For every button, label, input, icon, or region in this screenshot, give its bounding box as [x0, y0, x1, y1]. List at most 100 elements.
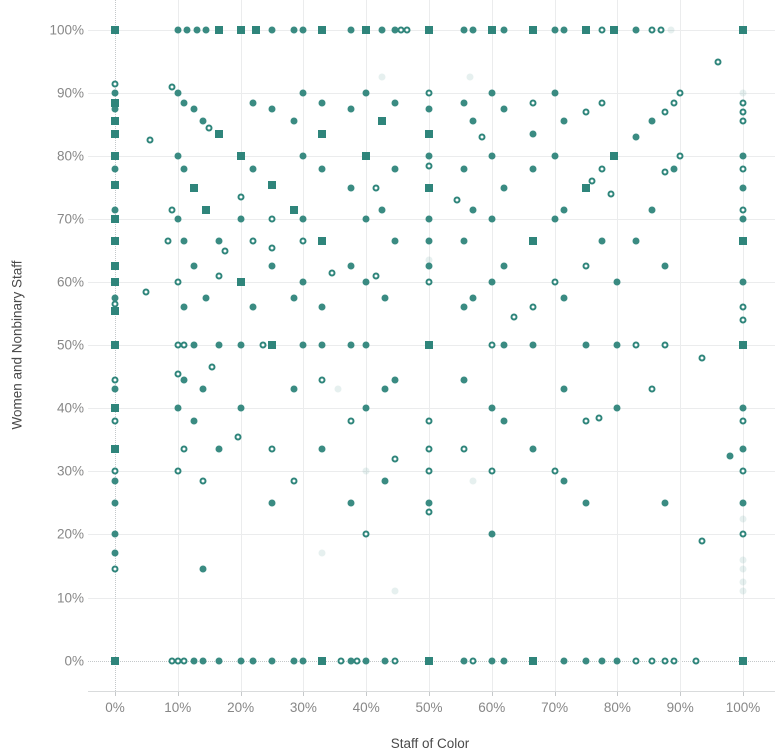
data-point[interactable] [425, 162, 433, 170]
data-point[interactable] [425, 237, 433, 245]
data-point[interactable] [202, 26, 210, 34]
data-point[interactable] [551, 278, 559, 286]
data-point[interactable] [661, 499, 668, 507]
data-point[interactable] [174, 89, 182, 97]
data-point[interactable] [551, 26, 559, 34]
data-point[interactable] [560, 26, 568, 34]
data-point[interactable] [111, 117, 119, 126]
data-point[interactable] [661, 168, 668, 176]
data-point[interactable] [190, 417, 197, 425]
data-point[interactable] [560, 117, 568, 125]
data-point[interactable] [237, 657, 245, 664]
data-point[interactable] [215, 657, 223, 664]
data-point[interactable] [739, 165, 747, 173]
data-point[interactable] [328, 269, 336, 277]
data-point[interactable] [111, 417, 119, 425]
data-point[interactable] [551, 152, 559, 160]
data-point[interactable] [214, 26, 223, 34]
data-point[interactable] [403, 26, 411, 34]
data-point[interactable] [111, 180, 119, 189]
data-point[interactable] [249, 303, 257, 311]
data-point[interactable] [648, 385, 656, 393]
data-point[interactable] [111, 165, 119, 173]
data-point[interactable] [598, 657, 606, 664]
data-point[interactable] [299, 341, 307, 349]
data-point[interactable] [299, 657, 307, 664]
data-point[interactable] [111, 530, 119, 538]
data-point[interactable] [299, 215, 307, 223]
data-point[interactable] [469, 294, 477, 302]
data-point[interactable] [488, 404, 496, 412]
data-point[interactable] [460, 376, 467, 384]
data-point[interactable] [378, 26, 386, 34]
data-point[interactable] [425, 130, 433, 138]
data-point[interactable] [362, 278, 370, 286]
data-point[interactable] [174, 215, 182, 223]
data-point[interactable] [425, 656, 433, 665]
data-point[interactable] [268, 26, 276, 34]
data-point[interactable] [111, 130, 119, 138]
data-point[interactable] [613, 341, 621, 349]
data-point[interactable] [676, 89, 684, 97]
data-point[interactable] [582, 341, 590, 349]
data-point[interactable] [648, 26, 656, 34]
data-point[interactable] [111, 306, 119, 315]
data-point[interactable] [111, 404, 119, 413]
data-point[interactable] [739, 656, 747, 665]
data-point[interactable] [268, 105, 276, 113]
data-point[interactable] [739, 530, 747, 538]
data-point[interactable] [236, 26, 245, 34]
data-point[interactable] [529, 341, 537, 349]
data-point[interactable] [318, 237, 327, 246]
data-point[interactable] [478, 133, 486, 141]
data-point[interactable] [362, 530, 370, 538]
data-point[interactable] [290, 26, 298, 34]
data-point[interactable] [268, 180, 276, 189]
data-point[interactable] [290, 477, 298, 485]
data-point[interactable] [739, 26, 747, 34]
data-point[interactable] [249, 165, 257, 173]
data-point[interactable] [714, 58, 722, 65]
data-point[interactable] [726, 452, 734, 460]
data-point[interactable] [190, 657, 197, 664]
data-point[interactable] [397, 26, 405, 34]
data-point[interactable] [347, 657, 354, 664]
data-point[interactable] [582, 183, 590, 192]
data-point[interactable] [190, 105, 197, 113]
data-point[interactable] [268, 499, 276, 507]
data-point[interactable] [190, 341, 197, 349]
data-point[interactable] [560, 294, 568, 302]
data-point[interactable] [425, 89, 433, 97]
data-point[interactable] [739, 152, 747, 160]
data-point[interactable] [362, 152, 371, 161]
data-point[interactable] [613, 404, 621, 412]
data-point[interactable] [598, 99, 606, 106]
data-point[interactable] [453, 196, 461, 204]
data-point[interactable] [249, 99, 257, 106]
data-point[interactable] [362, 26, 371, 34]
data-point[interactable] [425, 417, 433, 425]
data-point[interactable] [111, 152, 119, 161]
data-point[interactable] [111, 80, 119, 88]
data-point[interactable] [299, 237, 307, 245]
data-point[interactable] [168, 657, 175, 664]
data-point[interactable] [111, 376, 119, 384]
data-point[interactable] [111, 549, 119, 557]
data-point[interactable] [111, 278, 119, 287]
data-point[interactable] [199, 477, 207, 485]
data-point[interactable] [377, 117, 386, 126]
data-point[interactable] [613, 278, 621, 286]
data-point[interactable] [582, 499, 590, 507]
data-point[interactable] [698, 354, 706, 362]
data-point[interactable] [739, 206, 747, 214]
data-point[interactable] [739, 215, 747, 223]
data-point[interactable] [528, 237, 537, 246]
data-point[interactable] [111, 467, 119, 475]
data-point[interactable] [500, 657, 508, 664]
data-point[interactable] [174, 341, 182, 349]
data-point[interactable] [529, 303, 537, 311]
data-point[interactable] [268, 262, 276, 270]
data-point[interactable] [487, 26, 496, 34]
data-point[interactable] [391, 99, 398, 106]
data-point[interactable] [391, 237, 398, 245]
